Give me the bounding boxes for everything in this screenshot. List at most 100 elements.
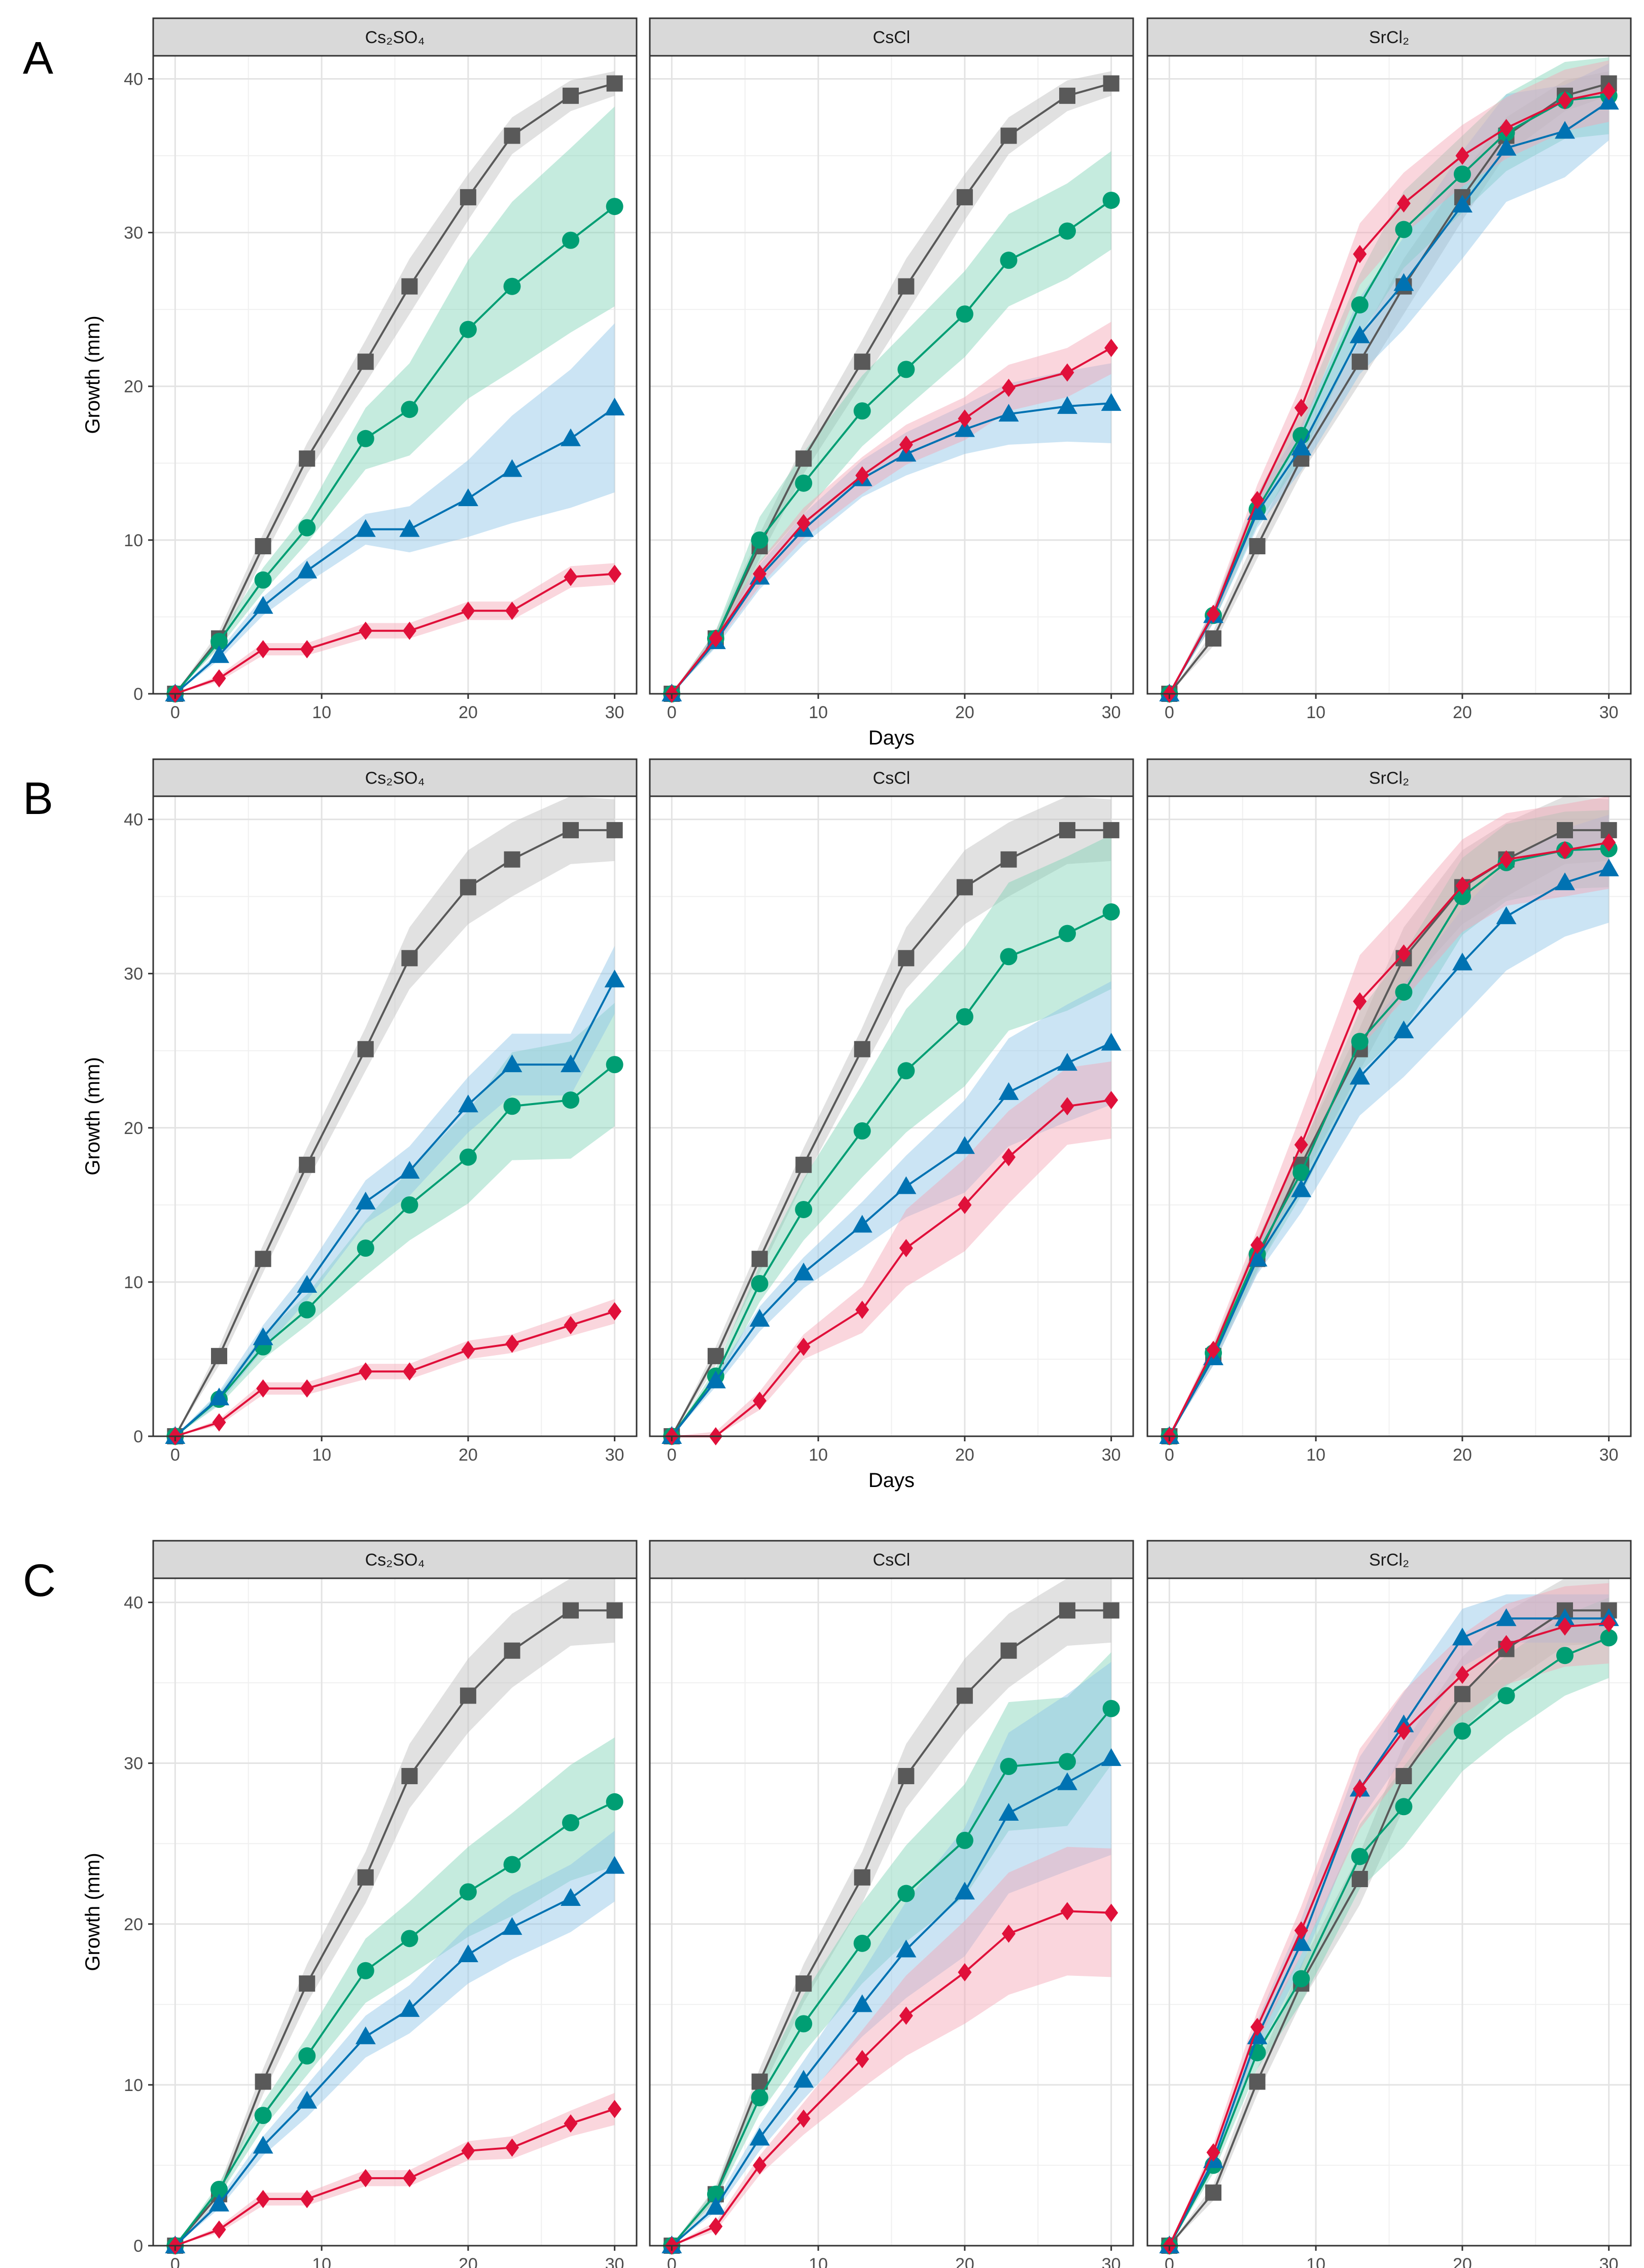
band-green bbox=[1169, 57, 1609, 694]
data-point-green bbox=[254, 571, 272, 589]
data-point-green bbox=[1000, 1758, 1018, 1776]
data-point-red bbox=[402, 2169, 416, 2187]
data-point-green bbox=[1059, 222, 1076, 240]
series-line-blue bbox=[671, 402, 1111, 695]
panel-a-1: A Cs₂SO₄ 0 10 20 30 0 10 20 30 40 Growth (mm) bbox=[23, 17, 638, 722]
data-point-green bbox=[795, 1200, 813, 1218]
data-point-red bbox=[796, 2109, 811, 2128]
x-tick-label: 0 bbox=[170, 703, 180, 722]
data-point-red bbox=[1558, 841, 1572, 860]
data-point-blue bbox=[297, 560, 318, 579]
data-point-red bbox=[1250, 1235, 1265, 1254]
data-point-red bbox=[1558, 1617, 1572, 1636]
data-point-green bbox=[210, 2181, 228, 2199]
data-point-red bbox=[753, 2156, 767, 2175]
band-red bbox=[175, 563, 615, 694]
data-point-green bbox=[298, 519, 316, 537]
series-line-blue bbox=[1168, 101, 1610, 694]
data-point-blue bbox=[1291, 1179, 1312, 1197]
facet-strip-label: Cs₂SO₄ bbox=[365, 1550, 425, 1570]
data-point-blue bbox=[1452, 1627, 1473, 1646]
y-tick-label: 20 bbox=[124, 1915, 143, 1934]
panel-b-3: SrCl₂ 0 10 20 30 bbox=[1146, 758, 1632, 1465]
data-point-blue bbox=[253, 596, 273, 614]
data-point-blue bbox=[297, 1274, 318, 1293]
data-point-blue bbox=[399, 519, 420, 537]
data-point-red bbox=[855, 1300, 869, 1319]
facet-strip-label: SrCl₂ bbox=[1369, 769, 1409, 788]
y-tick-label: 0 bbox=[133, 1427, 143, 1446]
data-point-red bbox=[958, 409, 972, 428]
data-point-red bbox=[855, 2050, 869, 2069]
y-tick-label: 10 bbox=[124, 1273, 143, 1292]
data-point-red bbox=[1104, 1091, 1118, 1110]
data-point-red bbox=[212, 1413, 226, 1432]
y-axis-title: Growth (mm) bbox=[82, 1057, 104, 1175]
data-point-green bbox=[897, 361, 915, 378]
series-line-green bbox=[174, 1800, 615, 2247]
data-point-control bbox=[707, 1348, 724, 1364]
series-line-control bbox=[174, 829, 615, 1437]
data-point-blue bbox=[998, 404, 1019, 422]
band-green bbox=[672, 1652, 1111, 2246]
data-point-control bbox=[854, 1041, 870, 1057]
data-point-red bbox=[958, 1963, 972, 1981]
data-point-control bbox=[460, 189, 476, 205]
data-point-red bbox=[1353, 245, 1367, 264]
data-point-green bbox=[1351, 296, 1369, 314]
data-point-red bbox=[796, 1337, 811, 1356]
data-point-red bbox=[1294, 1136, 1308, 1154]
data-point-red bbox=[1353, 1780, 1367, 1798]
series-line-blue bbox=[1168, 868, 1610, 1437]
data-point-red bbox=[505, 2138, 519, 2157]
series-line-control bbox=[1168, 1609, 1609, 2247]
data-point-red bbox=[1499, 850, 1514, 869]
series-line-blue bbox=[671, 1042, 1112, 1437]
data-point-red bbox=[709, 629, 723, 648]
data-point-red bbox=[256, 1379, 270, 1398]
facet-strip-label: SrCl₂ bbox=[1369, 1550, 1409, 1570]
data-point-red bbox=[1206, 1340, 1220, 1359]
x-tick-label: 30 bbox=[1599, 2255, 1619, 2268]
data-point-blue bbox=[208, 645, 229, 663]
y-axis-title: Growth (mm) bbox=[82, 1853, 104, 1971]
x-tick-label: 30 bbox=[1599, 703, 1619, 722]
data-point-blue bbox=[954, 1882, 975, 1900]
data-point-green bbox=[562, 231, 580, 249]
data-point-blue bbox=[399, 1999, 420, 2017]
x-tick-label: 30 bbox=[605, 2255, 624, 2268]
data-point-green bbox=[1102, 1699, 1120, 1717]
data-point-blue bbox=[253, 1327, 273, 1345]
x-tick-label: 0 bbox=[667, 703, 677, 722]
data-point-blue bbox=[1393, 273, 1414, 291]
data-point-red bbox=[899, 2006, 913, 2025]
data-point-blue bbox=[458, 1944, 478, 1963]
series-line-control bbox=[671, 829, 1111, 1437]
x-tick-label: 10 bbox=[1306, 2255, 1325, 2268]
data-point-green bbox=[1453, 1722, 1471, 1740]
data-point-red bbox=[1294, 1921, 1308, 1940]
data-point-red bbox=[564, 1316, 578, 1335]
x-tick-label: 20 bbox=[955, 2255, 974, 2268]
data-point-red bbox=[300, 2190, 314, 2209]
data-point-blue bbox=[502, 1917, 522, 1935]
data-point-green bbox=[1351, 1848, 1369, 1865]
series-line-green bbox=[1168, 847, 1609, 1437]
data-point-green bbox=[503, 1097, 521, 1115]
y-tick-label: 40 bbox=[124, 1593, 143, 1613]
panel-border bbox=[1146, 55, 1632, 695]
x-tick-label: 10 bbox=[1306, 1445, 1325, 1465]
data-point-green bbox=[298, 1301, 316, 1319]
data-point-red bbox=[359, 2169, 373, 2187]
data-point-red bbox=[461, 601, 475, 620]
row-label-c: C bbox=[23, 1555, 56, 1606]
data-point-blue bbox=[502, 459, 522, 477]
data-point-red bbox=[402, 621, 416, 640]
x-tick-label: 0 bbox=[1165, 2255, 1174, 2268]
data-point-green bbox=[1395, 221, 1413, 238]
data-point-control bbox=[1103, 822, 1120, 838]
x-tick-label: 20 bbox=[1453, 1445, 1472, 1465]
data-point-blue bbox=[502, 1054, 522, 1073]
data-point-blue bbox=[1496, 137, 1517, 156]
